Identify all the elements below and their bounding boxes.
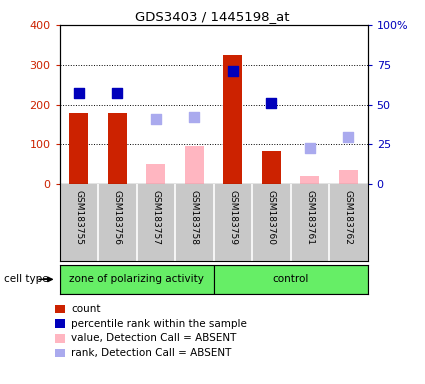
- Bar: [185, 146, 204, 184]
- Point: [153, 116, 159, 122]
- Text: zone of polarizing activity: zone of polarizing activity: [69, 274, 204, 285]
- Point: [268, 99, 275, 106]
- Bar: [223, 55, 242, 184]
- Text: rank, Detection Call = ABSENT: rank, Detection Call = ABSENT: [71, 348, 231, 358]
- Point: [191, 114, 198, 120]
- Text: GDS3403 / 1445198_at: GDS3403 / 1445198_at: [135, 10, 290, 23]
- Text: cell type: cell type: [4, 274, 49, 285]
- Bar: [262, 151, 281, 184]
- Bar: [213, 265, 368, 294]
- Text: GSM183759: GSM183759: [228, 190, 237, 245]
- Point: [114, 89, 121, 96]
- Text: GSM183761: GSM183761: [305, 190, 314, 245]
- Bar: [300, 176, 320, 184]
- Point: [75, 89, 82, 96]
- Text: GSM183755: GSM183755: [74, 190, 83, 245]
- Point: [230, 68, 236, 74]
- Text: GSM183756: GSM183756: [113, 190, 122, 245]
- Text: GSM183762: GSM183762: [344, 190, 353, 245]
- Point: [345, 134, 352, 141]
- Text: count: count: [71, 304, 100, 314]
- Bar: [69, 113, 88, 184]
- Bar: [60, 265, 213, 294]
- Point: [306, 146, 313, 152]
- Bar: [146, 164, 165, 184]
- Bar: [339, 170, 358, 184]
- Text: GSM183760: GSM183760: [267, 190, 276, 245]
- Text: GSM183757: GSM183757: [151, 190, 160, 245]
- Text: GSM183758: GSM183758: [190, 190, 199, 245]
- Text: control: control: [272, 274, 309, 285]
- Text: value, Detection Call = ABSENT: value, Detection Call = ABSENT: [71, 333, 236, 343]
- Bar: [108, 113, 127, 184]
- Text: percentile rank within the sample: percentile rank within the sample: [71, 319, 247, 329]
